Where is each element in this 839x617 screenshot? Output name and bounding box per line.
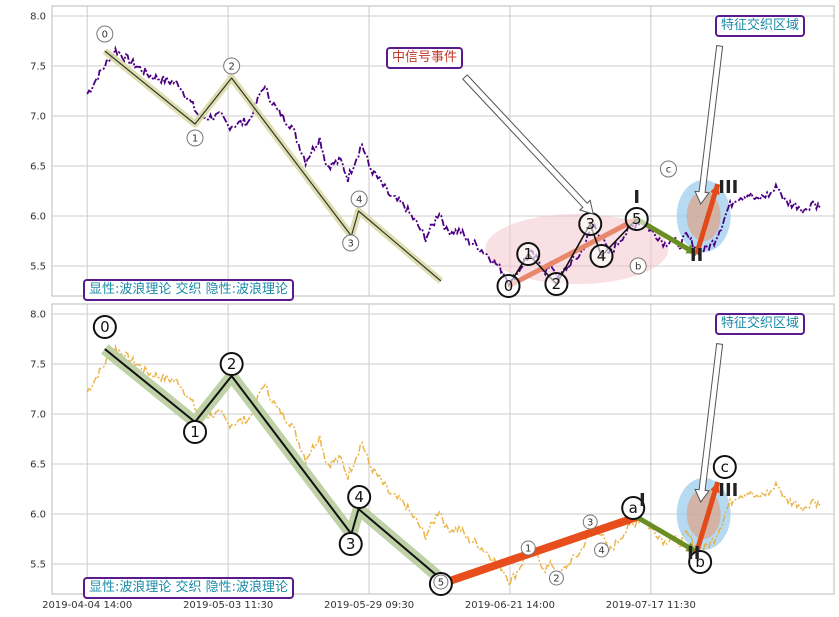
top-zone-label: 特征交织区域 bbox=[715, 15, 806, 37]
small-label: 1 bbox=[192, 134, 198, 145]
small-label: 2 bbox=[553, 574, 559, 585]
wave-label: 4 bbox=[354, 488, 364, 506]
wave-arrow-head bbox=[685, 244, 697, 254]
small-label: c bbox=[666, 165, 672, 176]
y-tick-label: 6.0 bbox=[30, 510, 46, 521]
sub-wave-label-circle bbox=[496, 274, 521, 298]
sub-wave-label: 4 bbox=[597, 247, 607, 265]
small-label-circle bbox=[433, 574, 449, 590]
y-tick-label: 6.0 bbox=[30, 212, 46, 223]
signal-pointer-arrow bbox=[462, 74, 594, 215]
wave-label-circle bbox=[92, 315, 117, 339]
wave-arrow-head bbox=[685, 542, 697, 552]
roman-marker: II bbox=[690, 245, 703, 266]
wave-label-circle bbox=[219, 352, 244, 376]
wave-arrow-1 bbox=[439, 513, 639, 588]
x-tick-label: 2019-05-29 09:30 bbox=[324, 600, 414, 611]
small-label-circle bbox=[659, 160, 677, 178]
small-label: 4 bbox=[598, 546, 604, 557]
sub-wave-label-circle bbox=[624, 207, 649, 231]
abc-label: a bbox=[629, 499, 638, 517]
y-tick-label: 6.5 bbox=[30, 162, 46, 173]
zone-pointer-arrow bbox=[694, 343, 724, 503]
small-label-circle bbox=[548, 570, 564, 586]
small-label-circle bbox=[186, 129, 204, 147]
small-label-circle bbox=[520, 540, 536, 556]
y-tick-label: 7.5 bbox=[30, 360, 46, 371]
wave-arrow-head bbox=[710, 482, 720, 494]
sub-wave-label: 3 bbox=[585, 215, 595, 233]
bottom-legend-label: 显性:波浪理论 交织 隐性:波浪理论 bbox=[83, 577, 295, 599]
small-label: 5 bbox=[438, 578, 444, 589]
main-wave-line bbox=[104, 348, 442, 580]
sub-wave-label-circle bbox=[516, 242, 541, 266]
roman-marker: III bbox=[718, 177, 738, 198]
abc-label: b bbox=[695, 553, 705, 571]
wave-label: 1 bbox=[190, 423, 200, 441]
panel-bottom: 5.56.06.57.07.58.001234512345abcIIIIII20… bbox=[30, 303, 835, 611]
y-tick-label: 5.5 bbox=[30, 560, 46, 571]
sub-wave-label: 2 bbox=[552, 275, 562, 293]
small-label: 0 bbox=[102, 30, 108, 41]
signal-event-label: 中信号事件 bbox=[386, 47, 464, 69]
small-label-circle bbox=[342, 234, 360, 252]
y-tick-label: 6.5 bbox=[30, 460, 46, 471]
wave-label: 2 bbox=[227, 355, 237, 373]
small-label-circle bbox=[96, 25, 114, 43]
x-tick-label: 2019-06-21 14:00 bbox=[465, 600, 555, 611]
top-legend-label: 显性:波浪理论 交织 隐性:波浪理论 bbox=[83, 279, 295, 301]
abc-label-circle bbox=[688, 550, 713, 574]
sub-wave-label-circle bbox=[544, 272, 569, 296]
zone-pointer-arrow bbox=[694, 45, 724, 205]
small-label: 4 bbox=[356, 195, 362, 206]
small-label-circle bbox=[594, 542, 610, 558]
sub-wave-label: 0 bbox=[504, 277, 514, 295]
wave-arrow-1 bbox=[507, 216, 638, 289]
wave-label: 0 bbox=[100, 318, 110, 336]
small-label: 1 bbox=[525, 544, 531, 555]
sub-wave-label: 1 bbox=[523, 245, 533, 263]
wave-arrow-3 bbox=[694, 183, 721, 255]
small-label-circle bbox=[223, 57, 241, 75]
abc-label: c bbox=[721, 458, 729, 476]
bottom-zone-label: 特征交织区域 bbox=[715, 313, 806, 335]
y-tick-label: 7.0 bbox=[30, 410, 46, 421]
sub-wave-label: 5 bbox=[632, 210, 642, 228]
main-wave-line bbox=[104, 50, 442, 282]
small-label-circle bbox=[582, 514, 598, 530]
wave-label-circle bbox=[347, 485, 372, 509]
small-label: 3 bbox=[348, 239, 354, 250]
wave-label-circle bbox=[338, 532, 363, 556]
small-label-circle bbox=[629, 257, 647, 275]
x-tick-label: 2019-04-04 14:00 bbox=[42, 600, 132, 611]
wave-arrow-head bbox=[710, 184, 720, 196]
y-tick-label: 7.5 bbox=[30, 62, 46, 73]
x-tick-label: 2019-07-17 11:30 bbox=[606, 600, 696, 611]
wave-label-circle bbox=[183, 420, 208, 444]
y-tick-label: 8.0 bbox=[30, 12, 46, 23]
roman-marker: II bbox=[687, 543, 700, 564]
roman-marker: I bbox=[633, 187, 640, 208]
small-label: b bbox=[635, 262, 641, 273]
x-tick-label: 2019-05-03 11:30 bbox=[183, 600, 273, 611]
roman-marker: I bbox=[639, 490, 646, 511]
wave-label: 3 bbox=[346, 535, 356, 553]
abc-label-circle bbox=[621, 496, 646, 520]
y-tick-label: 7.0 bbox=[30, 112, 46, 123]
small-label: 2 bbox=[228, 62, 234, 73]
wave-arrow-3 bbox=[694, 481, 721, 553]
abc-label-circle bbox=[712, 455, 737, 479]
roman-marker: III bbox=[718, 480, 738, 501]
y-tick-label: 5.5 bbox=[30, 262, 46, 273]
wave-arrow-2 bbox=[635, 514, 698, 555]
y-tick-label: 8.0 bbox=[30, 310, 46, 321]
small-label-circle bbox=[350, 190, 368, 208]
sub-wave-label-circle bbox=[589, 244, 614, 268]
small-label: 3 bbox=[587, 518, 593, 529]
